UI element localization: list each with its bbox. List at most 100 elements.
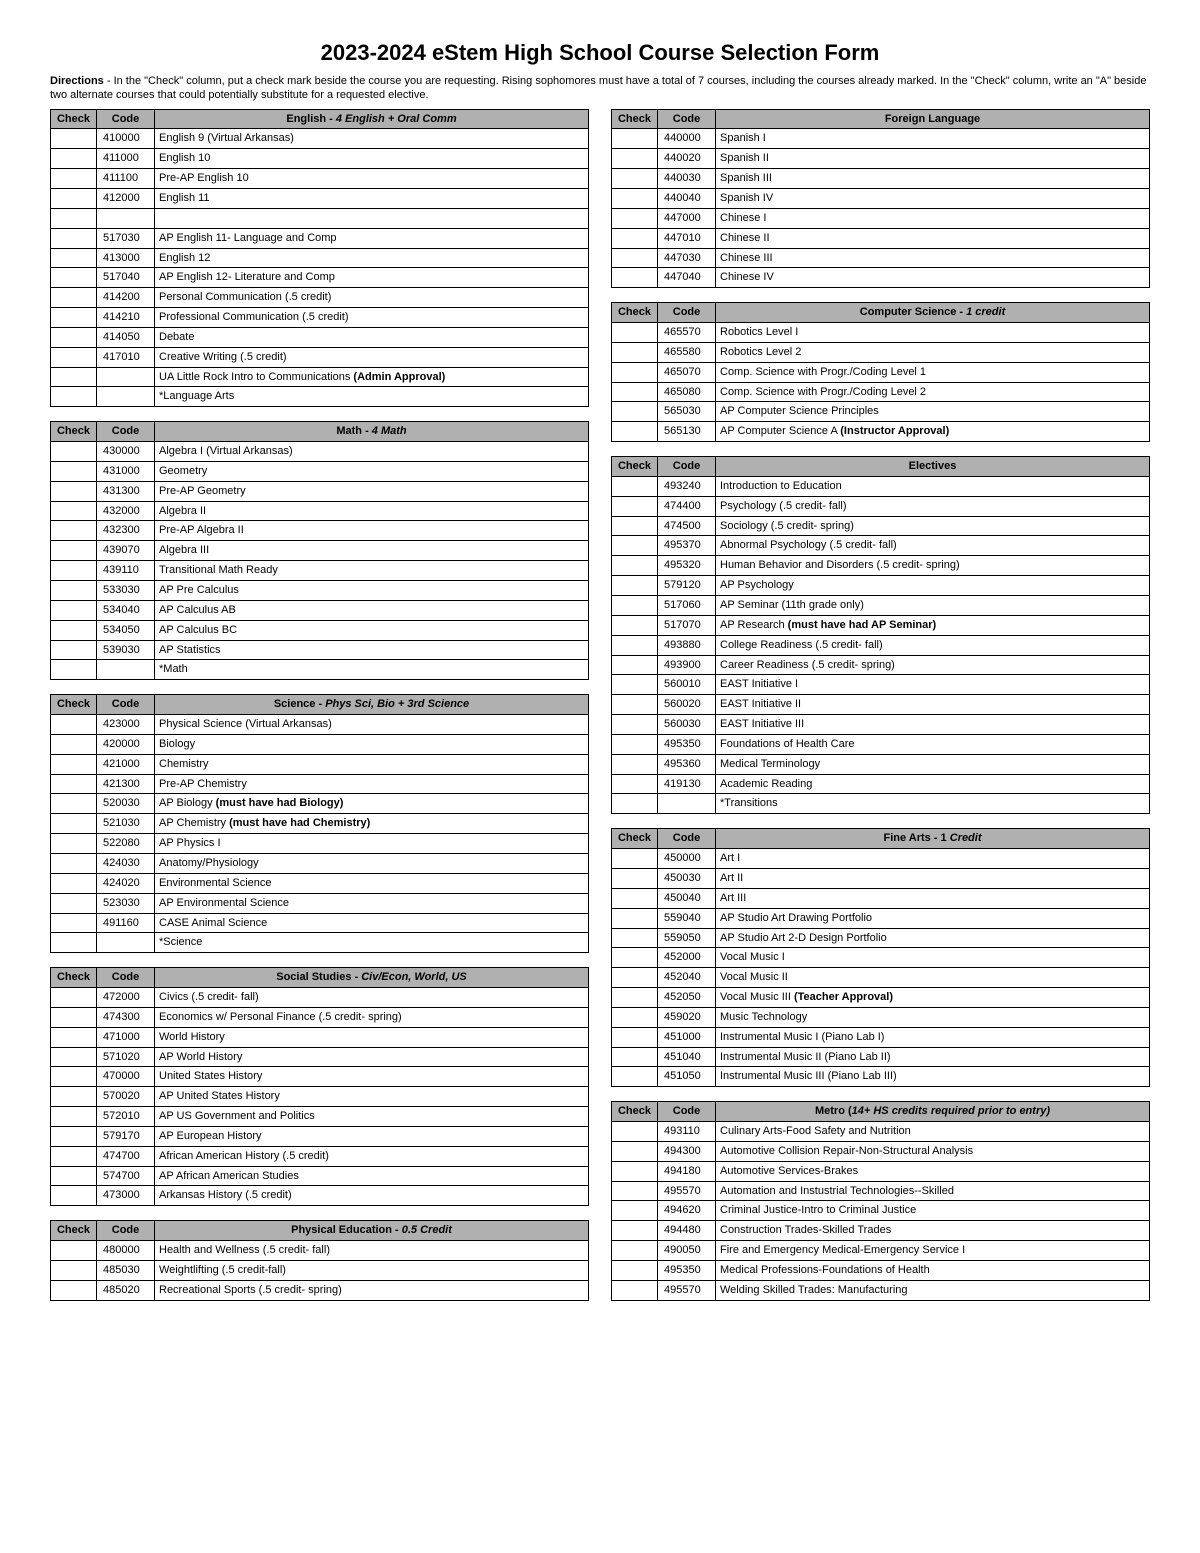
- check-cell[interactable]: [612, 208, 658, 228]
- check-cell[interactable]: [612, 382, 658, 402]
- check-cell[interactable]: [51, 834, 97, 854]
- check-cell[interactable]: [612, 774, 658, 794]
- check-cell[interactable]: [51, 347, 97, 367]
- check-cell[interactable]: [612, 968, 658, 988]
- check-cell[interactable]: [51, 169, 97, 189]
- check-cell[interactable]: [51, 481, 97, 501]
- check-cell[interactable]: [612, 754, 658, 774]
- check-cell[interactable]: [51, 913, 97, 933]
- check-cell[interactable]: [51, 501, 97, 521]
- check-cell[interactable]: [51, 129, 97, 149]
- check-cell[interactable]: [612, 169, 658, 189]
- check-cell[interactable]: [612, 1067, 658, 1087]
- check-cell[interactable]: [612, 1007, 658, 1027]
- check-cell[interactable]: [612, 655, 658, 675]
- check-cell[interactable]: [612, 496, 658, 516]
- check-cell[interactable]: [612, 362, 658, 382]
- check-cell[interactable]: [612, 476, 658, 496]
- check-cell[interactable]: [612, 1261, 658, 1281]
- check-cell[interactable]: [612, 868, 658, 888]
- check-cell[interactable]: [51, 149, 97, 169]
- check-cell[interactable]: [51, 308, 97, 328]
- check-cell[interactable]: [612, 1161, 658, 1181]
- check-cell[interactable]: [51, 715, 97, 735]
- check-cell[interactable]: [51, 581, 97, 601]
- check-cell[interactable]: [51, 600, 97, 620]
- check-cell[interactable]: [51, 561, 97, 581]
- check-cell[interactable]: [51, 1027, 97, 1047]
- check-cell[interactable]: [51, 873, 97, 893]
- check-cell[interactable]: [612, 635, 658, 655]
- check-cell[interactable]: [51, 988, 97, 1008]
- check-cell[interactable]: [612, 1141, 658, 1161]
- check-cell[interactable]: [612, 1027, 658, 1047]
- check-cell[interactable]: [612, 342, 658, 362]
- check-cell[interactable]: [51, 933, 97, 953]
- check-cell[interactable]: [51, 814, 97, 834]
- check-cell[interactable]: [51, 893, 97, 913]
- check-cell[interactable]: [612, 794, 658, 814]
- check-cell[interactable]: [51, 1146, 97, 1166]
- check-cell[interactable]: [51, 640, 97, 660]
- check-cell[interactable]: [51, 1261, 97, 1281]
- check-cell[interactable]: [612, 715, 658, 735]
- check-cell[interactable]: [51, 734, 97, 754]
- check-cell[interactable]: [612, 1221, 658, 1241]
- check-cell[interactable]: [51, 541, 97, 561]
- check-cell[interactable]: [612, 849, 658, 869]
- check-cell[interactable]: [51, 521, 97, 541]
- check-cell[interactable]: [51, 1047, 97, 1067]
- check-cell[interactable]: [51, 754, 97, 774]
- check-cell[interactable]: [51, 620, 97, 640]
- check-cell[interactable]: [612, 1280, 658, 1300]
- check-cell[interactable]: [612, 516, 658, 536]
- check-cell[interactable]: [612, 1047, 658, 1067]
- check-cell[interactable]: [51, 774, 97, 794]
- check-cell[interactable]: [51, 1166, 97, 1186]
- check-cell[interactable]: [51, 288, 97, 308]
- check-cell[interactable]: [612, 1241, 658, 1261]
- check-cell[interactable]: [612, 248, 658, 268]
- check-cell[interactable]: [612, 536, 658, 556]
- check-cell[interactable]: [612, 422, 658, 442]
- check-cell[interactable]: [612, 988, 658, 1008]
- check-cell[interactable]: [612, 928, 658, 948]
- check-cell[interactable]: [612, 888, 658, 908]
- check-cell[interactable]: [51, 1126, 97, 1146]
- check-cell[interactable]: [612, 149, 658, 169]
- check-cell[interactable]: [51, 208, 97, 228]
- check-cell[interactable]: [612, 1201, 658, 1221]
- check-cell[interactable]: [51, 268, 97, 288]
- check-cell[interactable]: [612, 402, 658, 422]
- check-cell[interactable]: [51, 1067, 97, 1087]
- check-cell[interactable]: [51, 660, 97, 680]
- check-cell[interactable]: [51, 367, 97, 387]
- check-cell[interactable]: [612, 1181, 658, 1201]
- check-cell[interactable]: [51, 1186, 97, 1206]
- check-cell[interactable]: [612, 908, 658, 928]
- check-cell[interactable]: [612, 1122, 658, 1142]
- check-cell[interactable]: [51, 327, 97, 347]
- check-cell[interactable]: [612, 268, 658, 288]
- check-cell[interactable]: [51, 188, 97, 208]
- check-cell[interactable]: [51, 1007, 97, 1027]
- check-cell[interactable]: [51, 461, 97, 481]
- check-cell[interactable]: [51, 1280, 97, 1300]
- check-cell[interactable]: [612, 576, 658, 596]
- check-cell[interactable]: [51, 387, 97, 407]
- check-cell[interactable]: [612, 323, 658, 343]
- check-cell[interactable]: [51, 228, 97, 248]
- check-cell[interactable]: [612, 596, 658, 616]
- check-cell[interactable]: [51, 1241, 97, 1261]
- check-cell[interactable]: [51, 248, 97, 268]
- check-cell[interactable]: [612, 228, 658, 248]
- check-cell[interactable]: [612, 188, 658, 208]
- check-cell[interactable]: [612, 734, 658, 754]
- check-cell[interactable]: [51, 853, 97, 873]
- check-cell[interactable]: [51, 1107, 97, 1127]
- check-cell[interactable]: [51, 442, 97, 462]
- check-cell[interactable]: [612, 675, 658, 695]
- check-cell[interactable]: [51, 794, 97, 814]
- check-cell[interactable]: [612, 129, 658, 149]
- check-cell[interactable]: [612, 556, 658, 576]
